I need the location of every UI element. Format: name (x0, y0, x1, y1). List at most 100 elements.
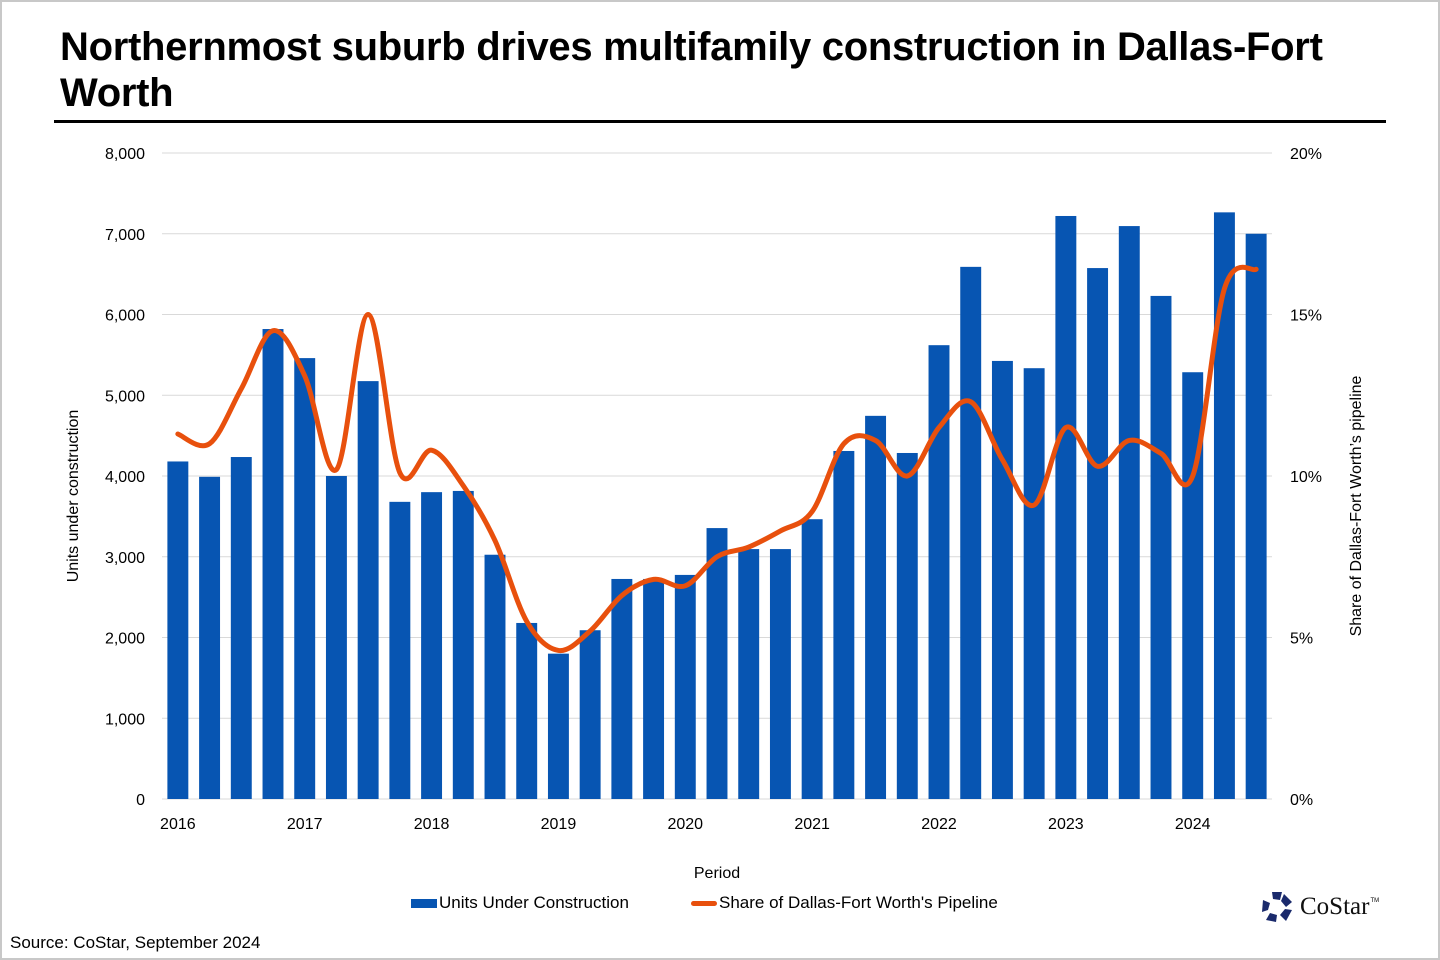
bar-2020-q2[interactable] (706, 528, 728, 799)
line-point-2021-q3[interactable] (873, 437, 879, 443)
bar-2017-q3[interactable] (357, 381, 379, 799)
bar-2020-q4[interactable] (769, 549, 791, 799)
y2-tick-label: 20% (1290, 146, 1322, 163)
line-point-2021-q1[interactable] (809, 509, 815, 515)
line-point-2016-q1[interactable] (175, 431, 181, 437)
bar-2021-q1[interactable] (801, 519, 823, 799)
bar-2016-q3[interactable] (230, 457, 252, 799)
bar-2017-q1[interactable] (294, 358, 316, 799)
line-point-2018-q4[interactable] (524, 618, 530, 624)
bar-2022-q1[interactable] (928, 345, 950, 799)
line-point-2024-q2[interactable] (1221, 286, 1227, 292)
line-point-2018-q1[interactable] (429, 447, 435, 453)
bar-2019-q1[interactable] (547, 653, 569, 799)
bar-2021-q3[interactable] (865, 415, 887, 799)
line-point-2022-q4[interactable] (1031, 502, 1037, 508)
bar-2024-q2[interactable] (1213, 212, 1235, 799)
line-point-2016-q4[interactable] (270, 328, 276, 334)
bar-2016-q1[interactable] (167, 461, 189, 799)
bar-2023-q2[interactable] (1087, 268, 1109, 800)
y-tick-label: 4,000 (105, 469, 145, 486)
line-point-2022-q3[interactable] (999, 457, 1005, 463)
bar-2017-q2[interactable] (325, 476, 347, 799)
line-point-2016-q3[interactable] (238, 386, 244, 392)
title-divider (54, 120, 1386, 123)
line-point-2017-q2[interactable] (333, 467, 339, 473)
line-point-2017-q4[interactable] (397, 470, 403, 476)
x-tick-label: 2017 (287, 816, 323, 833)
line-point-2024-q1[interactable] (1190, 473, 1196, 479)
line-point-2023-q2[interactable] (1095, 463, 1101, 469)
bar-2019-q3[interactable] (611, 578, 633, 799)
bar-2018-q2[interactable] (452, 490, 474, 799)
y-axis-left: 0 1,000 2,000 3,000 4,000 5,000 6,000 7,000 8,00… (105, 146, 145, 809)
line-point-2018-q2[interactable] (460, 483, 466, 489)
x-tick-label: 2024 (1175, 816, 1211, 833)
bar-2017-q4[interactable] (389, 501, 411, 799)
y-axis-right: 0% 5% 10% 15% 20% (1290, 146, 1322, 809)
bar-2018-q1[interactable] (421, 492, 443, 799)
y-tick-label: 5,000 (105, 388, 145, 405)
bar-2020-q1[interactable] (674, 574, 696, 799)
chart-title: Northernmost suburb drives multifamily c… (60, 25, 1323, 115)
y-tick-label: 6,000 (105, 308, 145, 325)
legend: Units Under Construction Share of Dallas… (0, 893, 1440, 917)
y-tick-label: 1,000 (105, 711, 145, 728)
bar-2018-q3[interactable] (484, 554, 506, 799)
y2-tick-label: 10% (1290, 469, 1322, 486)
line-point-2020-q2[interactable] (714, 554, 720, 560)
source-note: Source: CoStar, September 2024 (10, 933, 261, 952)
line-point-2023-q3[interactable] (1126, 437, 1132, 443)
share-line[interactable] (175, 264, 1259, 653)
bar-2018-q4[interactable] (516, 622, 538, 799)
bar-2016-q4[interactable] (262, 329, 284, 799)
bar-2022-q3[interactable] (991, 360, 1013, 799)
x-axis-title: Period (694, 865, 740, 882)
x-tick-label: 2022 (921, 816, 957, 833)
line-point-2021-q2[interactable] (841, 441, 847, 447)
x-tick-label: 2018 (414, 816, 450, 833)
line-point-2024-q3[interactable] (1253, 266, 1259, 272)
y-tick-label: 0 (136, 792, 145, 809)
bar-2024-q3[interactable] (1245, 233, 1267, 799)
legend-item-share[interactable]: Share of Dallas-Fort Worth's Pipeline (691, 893, 998, 913)
bar-2023-q3[interactable] (1118, 226, 1140, 800)
line-point-2022-q1[interactable] (936, 425, 942, 431)
costar-logo: CoStar TM (1260, 890, 1379, 924)
bar-2023-q1[interactable] (1055, 215, 1077, 800)
bar-2024-q1[interactable] (1182, 372, 1204, 799)
line-point-2021-q4[interactable] (904, 473, 910, 479)
line-point-2019-q1[interactable] (555, 647, 561, 653)
y-tick-label: 7,000 (105, 227, 145, 244)
bar-2021-q2[interactable] (833, 450, 855, 799)
legend-bar-swatch (411, 898, 437, 908)
bar-2019-q4[interactable] (643, 578, 665, 799)
line-point-2020-q1[interactable] (682, 583, 688, 589)
bar-2021-q4[interactable] (896, 452, 918, 799)
bar-2020-q3[interactable] (738, 549, 760, 799)
bar-2022-q4[interactable] (1023, 368, 1045, 799)
line-point-2017-q3[interactable] (365, 312, 371, 318)
line-point-2016-q2[interactable] (207, 441, 213, 447)
y2-tick-label: 15% (1290, 308, 1322, 325)
line-point-2019-q4[interactable] (651, 576, 657, 582)
line-point-2018-q3[interactable] (492, 538, 498, 544)
bar-2023-q4[interactable] (1150, 295, 1172, 799)
bar-2022-q2[interactable] (960, 266, 982, 799)
line-point-2020-q3[interactable] (746, 544, 752, 550)
line-point-2023-q4[interactable] (1158, 450, 1164, 456)
bar-2016-q2[interactable] (199, 476, 221, 799)
legend-line-swatch (691, 900, 717, 906)
line-point-2023-q1[interactable] (1063, 425, 1069, 431)
bar-2019-q2[interactable] (579, 630, 601, 799)
y2-tick-label: 5% (1290, 631, 1313, 648)
legend-item-units[interactable]: Units Under Construction (411, 893, 629, 913)
line-point-2019-q2[interactable] (587, 628, 593, 634)
line-point-2019-q3[interactable] (619, 593, 625, 599)
line-point-2022-q2[interactable] (968, 399, 974, 405)
logo-trademark: TM (1370, 898, 1380, 904)
y-tick-label: 8,000 (105, 146, 145, 163)
x-tick-label: 2020 (667, 816, 703, 833)
line-point-2020-q4[interactable] (777, 528, 783, 534)
line-point-2017-q1[interactable] (302, 373, 308, 379)
